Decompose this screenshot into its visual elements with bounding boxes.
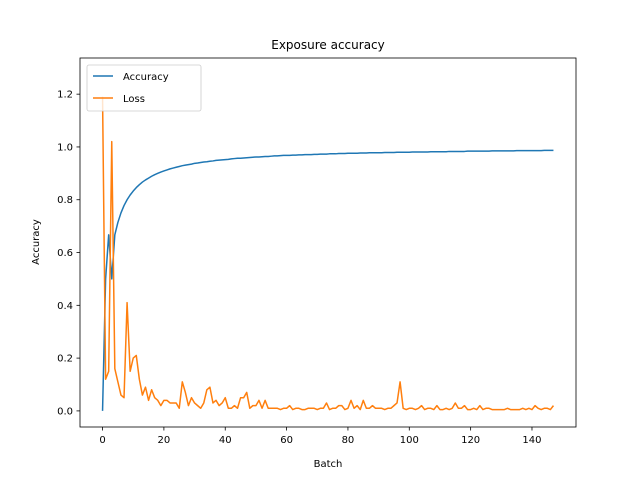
legend-label: Accuracy: [123, 72, 169, 83]
y-tick-label: 0.4: [57, 301, 73, 312]
series-line: [101, 96, 555, 411]
x-tick-label: 20: [158, 435, 171, 446]
y-axis-label: Accuracy: [31, 219, 42, 265]
y-tick-label: 1.0: [57, 142, 73, 153]
y-tick-label: 0.2: [57, 354, 73, 365]
legend-box: [86, 64, 202, 112]
x-tick-label: 140: [522, 435, 541, 446]
x-tick-label: 120: [461, 435, 480, 446]
x-tick-label: 80: [342, 435, 355, 446]
y-tick-label: 0.8: [57, 195, 73, 206]
plot-frame: [79, 57, 577, 428]
x-tick-label: 100: [400, 435, 419, 446]
y-tick-label: 1.2: [57, 90, 73, 101]
chart-title: Exposure accuracy: [271, 38, 385, 52]
x-axis-label: Batch: [314, 459, 343, 470]
x-tick-label: 0: [99, 435, 105, 446]
y-tick-label: 0.0: [57, 406, 73, 417]
series-line: [101, 149, 554, 411]
legend-label: Loss: [123, 94, 145, 105]
x-tick-label: 60: [280, 435, 293, 446]
y-tick-label: 0.6: [57, 248, 73, 259]
x-tick-label: 40: [219, 435, 232, 446]
